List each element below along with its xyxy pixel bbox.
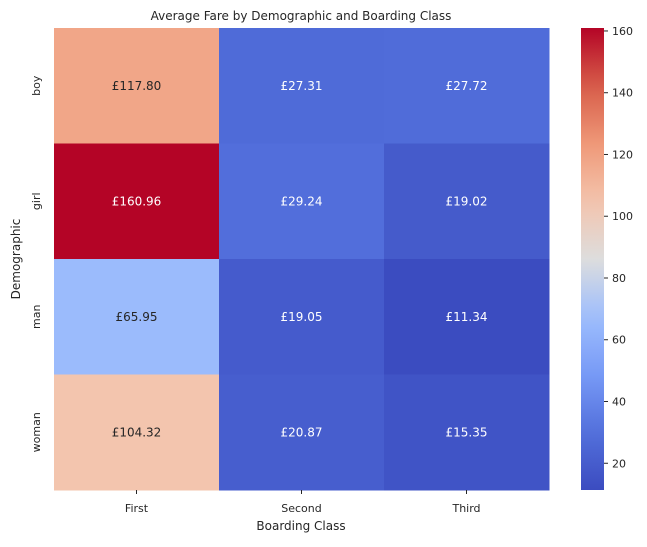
x-tick-labels: First Second Third	[125, 490, 481, 515]
cell-label: £20.87	[281, 425, 323, 439]
x-tick-label: Third	[451, 502, 480, 515]
heatmap-cells: £117.80 £27.31 £27.72 £160.96 £29.24 £19.02 £6…	[54, 28, 550, 491]
heatmap-cell	[219, 374, 385, 491]
colorbar-tick-label: 100	[612, 210, 633, 223]
heatmap-cell	[219, 143, 385, 260]
colorbar-tick-label: 80	[612, 272, 626, 285]
cell-label: £160.96	[112, 194, 162, 208]
heatmap-cell	[384, 374, 550, 491]
cell-label: £104.32	[112, 425, 162, 439]
heatmap-cell	[54, 28, 220, 144]
y-tick-label: girl	[30, 192, 43, 210]
heatmap-cell	[384, 143, 550, 260]
cell-label: £27.31	[281, 79, 323, 93]
y-tick-label: woman	[30, 412, 43, 452]
colorbar	[581, 28, 604, 490]
heatmap-cell	[219, 259, 385, 375]
heatmap-cell	[54, 259, 220, 375]
x-tick-label: First	[125, 502, 149, 515]
cell-label: £15.35	[446, 425, 488, 439]
colorbar-tick-label: 140	[612, 87, 633, 100]
y-tick-label: man	[30, 305, 43, 329]
y-tick-label: boy	[30, 75, 43, 96]
cell-label: £19.02	[446, 194, 488, 208]
cell-label: £19.05	[281, 310, 323, 324]
colorbar-tick-label: 120	[612, 148, 633, 161]
heatmap-cell	[54, 374, 220, 491]
colorbar-tick-label: 160	[612, 25, 633, 38]
y-axis-label: Demographic	[9, 219, 23, 300]
chart-title: Average Fare by Demographic and Boarding…	[151, 9, 452, 23]
colorbar-tick-label: 20	[612, 457, 626, 470]
heatmap-cell	[219, 28, 385, 144]
colorbar-tick-label: 40	[612, 396, 626, 409]
x-axis-label: Boarding Class	[256, 519, 345, 533]
cell-label: £117.80	[112, 79, 162, 93]
x-tick-label: Second	[281, 502, 321, 515]
cell-label: £27.72	[446, 79, 488, 93]
colorbar-tick-label: 60	[612, 334, 626, 347]
cell-label: £11.34	[446, 310, 488, 324]
colorbar-ticks: 20 40 60 80 100 120 140 160	[604, 25, 633, 470]
heatmap-cell	[384, 28, 550, 144]
cell-label: £29.24	[281, 194, 323, 208]
cell-label: £65.95	[116, 310, 158, 324]
heatmap-cell	[54, 143, 220, 260]
y-tick-labels: boy girl man woman	[30, 75, 43, 452]
heatmap-cell	[384, 259, 550, 375]
